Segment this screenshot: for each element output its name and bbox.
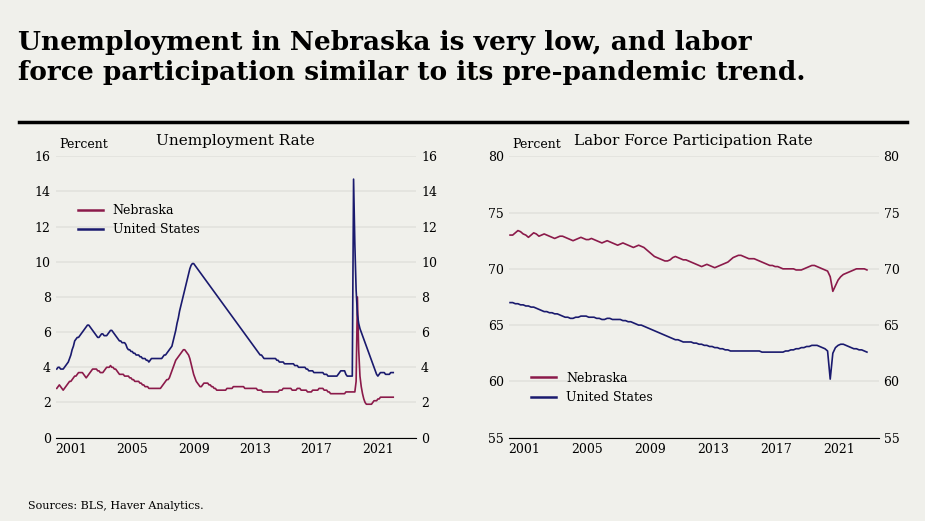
United States bbox=[780, 348, 791, 354]
United States bbox=[243, 336, 254, 342]
United States bbox=[161, 350, 172, 356]
Nebraska bbox=[638, 244, 649, 251]
Nebraska bbox=[557, 233, 568, 239]
Nebraska bbox=[178, 346, 189, 353]
Nebraska bbox=[196, 383, 207, 390]
Nebraska bbox=[388, 394, 399, 400]
Nebraska bbox=[861, 267, 872, 273]
Nebraska bbox=[504, 232, 515, 238]
Nebraska bbox=[728, 254, 739, 260]
Text: Percent: Percent bbox=[512, 138, 561, 151]
United States bbox=[178, 292, 189, 299]
Nebraska bbox=[60, 383, 71, 390]
Nebraska bbox=[263, 389, 274, 395]
Text: Unemployment in Nebraska is very low, and labor
force participation similar to i: Unemployment in Nebraska is very low, an… bbox=[18, 30, 806, 85]
Nebraska bbox=[512, 228, 524, 234]
Nebraska bbox=[352, 294, 363, 300]
Nebraska bbox=[783, 266, 794, 272]
United States bbox=[554, 312, 565, 318]
Line: Nebraska: Nebraska bbox=[510, 231, 867, 291]
United States bbox=[51, 366, 62, 372]
United States bbox=[196, 271, 207, 277]
Text: Percent: Percent bbox=[59, 138, 108, 151]
Legend: Nebraska, United States: Nebraska, United States bbox=[72, 199, 204, 241]
Nebraska bbox=[361, 401, 372, 407]
United States bbox=[725, 348, 736, 354]
Nebraska bbox=[664, 257, 675, 263]
United States bbox=[861, 349, 872, 355]
Line: Nebraska: Nebraska bbox=[56, 297, 393, 404]
United States bbox=[263, 355, 274, 362]
Nebraska bbox=[827, 288, 838, 294]
United States bbox=[348, 176, 359, 182]
Line: United States: United States bbox=[510, 303, 867, 379]
United States bbox=[635, 322, 647, 328]
United States bbox=[504, 300, 515, 306]
United States bbox=[388, 369, 399, 376]
Nebraska bbox=[161, 377, 172, 383]
United States bbox=[628, 320, 639, 326]
United States bbox=[825, 376, 836, 382]
Title: Labor Force Participation Rate: Labor Force Participation Rate bbox=[574, 134, 813, 148]
Text: Sources: BLS, Haver Analytics.: Sources: BLS, Haver Analytics. bbox=[28, 501, 204, 511]
United States bbox=[323, 373, 334, 379]
Nebraska bbox=[51, 386, 62, 392]
Legend: Nebraska, United States: Nebraska, United States bbox=[526, 367, 658, 409]
Line: United States: United States bbox=[56, 179, 393, 376]
Title: Unemployment Rate: Unemployment Rate bbox=[156, 134, 315, 148]
Nebraska bbox=[631, 243, 642, 250]
Nebraska bbox=[243, 386, 254, 392]
United States bbox=[60, 363, 71, 369]
United States bbox=[662, 333, 673, 340]
